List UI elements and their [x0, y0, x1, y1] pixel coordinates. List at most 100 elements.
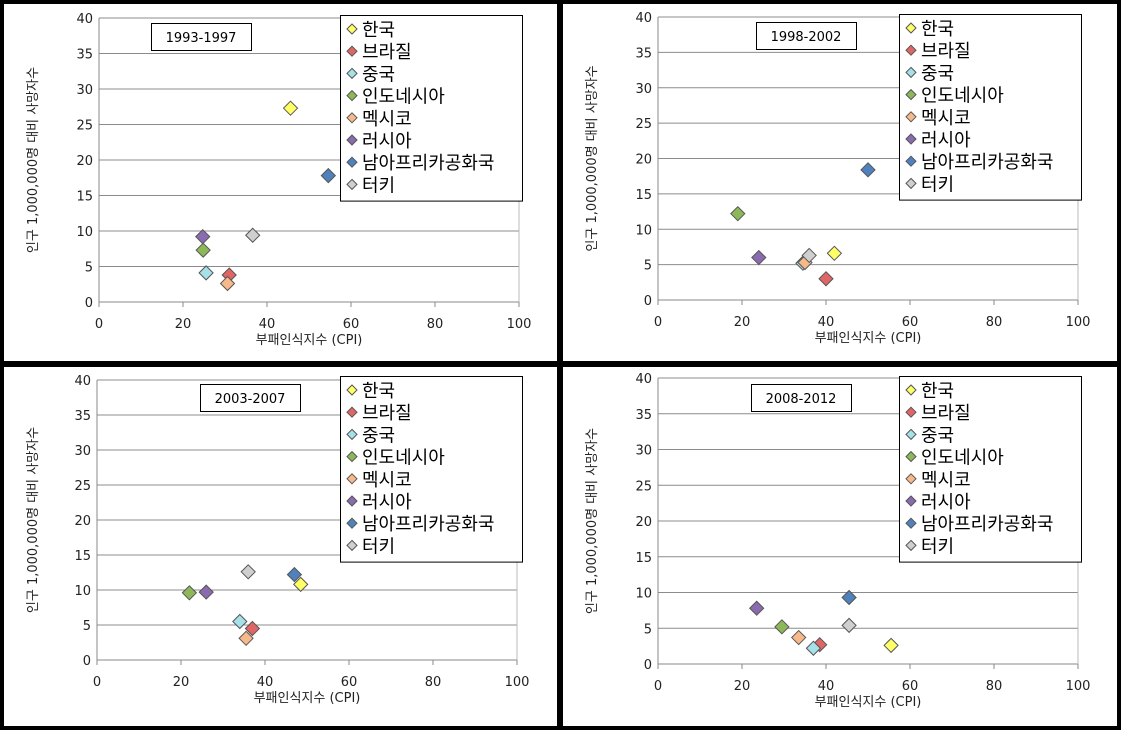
data-point: [198, 265, 214, 281]
legend-label: 한국: [362, 381, 395, 402]
legend-marker: [905, 384, 917, 396]
legend-label: 브라질: [362, 42, 412, 63]
x-tick-label: 60: [341, 675, 358, 690]
chart-panel-1993-1997: 0 5 10 15 20 25 30 35 40 0 20 40 60 80 100 부패인식지수 (CPI)…: [4, 4, 557, 361]
legend-marker: [905, 22, 917, 34]
legend-marker: [346, 473, 358, 485]
data-point: [198, 584, 214, 600]
x-tick-label: 60: [902, 679, 919, 694]
legend-label: 인도네시아: [362, 87, 445, 108]
data-point: [805, 640, 822, 656]
x-tick-label: 0: [95, 317, 103, 332]
legend-label: 러시아: [921, 492, 971, 513]
data-point: [841, 589, 857, 606]
y-tick-label: 0: [644, 658, 652, 673]
y-tick-label: 5: [644, 622, 652, 637]
y-tick-label: 5: [644, 259, 652, 274]
y-tick-label: 15: [76, 190, 93, 205]
data-point: [286, 566, 303, 583]
y-axis-label: 인구 1,000,000명 대비 사망자수: [26, 67, 41, 253]
y-tick-label: 40: [76, 12, 93, 27]
data-point: [195, 228, 211, 245]
data-point: [320, 167, 337, 184]
legend-marker: [905, 66, 917, 79]
data-point: [883, 637, 899, 654]
legend-label: 멕시코: [921, 108, 971, 129]
legend-marker: [905, 177, 917, 190]
legend-marker: [346, 495, 358, 507]
y-tick-label: 20: [76, 154, 93, 169]
legend-marker: [346, 112, 358, 124]
legend-marker: [905, 473, 917, 485]
legend-label: 중국: [921, 425, 954, 446]
data-point: [195, 242, 211, 258]
x-tick-label: 0: [654, 315, 662, 330]
chart-title: 2003-2007: [200, 384, 301, 412]
legend-label: 멕시코: [362, 470, 412, 491]
y-tick-label: 25: [635, 117, 652, 132]
y-tick-label: 20: [74, 514, 91, 529]
legend-label: 브라질: [921, 403, 971, 424]
y-tick-label: 30: [74, 444, 91, 459]
chart-panel-2003-2007: 0 5 10 15 20 25 30 35 40 0 20 40 60 80 100 부패인식지수 (CPI)…: [4, 367, 557, 726]
y-tick-label: 15: [635, 188, 652, 203]
legend-label: 남아프리카공화국: [362, 514, 494, 535]
data-point: [748, 600, 765, 616]
chart-panel-1998-2002: 0 5 10 15 20 25 30 35 40 0 20 40 60 80 100 부패인식지수 (CPI)…: [563, 4, 1117, 361]
legend-marker: [905, 495, 917, 507]
y-tick-label: 25: [76, 119, 93, 134]
scatter-chart: 0 5 10 15 20 25 30 35 40 0 20 40 60 80 100 부패인식지수 (CPI)…: [26, 12, 531, 348]
y-tick-label: 10: [635, 223, 652, 238]
data-point: [238, 630, 254, 647]
legend-label: 중국: [362, 425, 395, 446]
y-tick-label: 0: [83, 654, 91, 669]
x-tick-label: 40: [259, 317, 276, 332]
x-tick-label: 20: [173, 675, 190, 690]
legend-label: 한국: [921, 19, 954, 40]
legend-label: 남아프리카공화국: [921, 152, 1053, 173]
x-tick-label: 80: [986, 679, 1003, 694]
x-tick-label: 80: [427, 317, 444, 332]
data-point: [232, 613, 248, 630]
data-point: [244, 620, 261, 637]
legend-marker: [346, 156, 358, 168]
legend-marker: [905, 111, 917, 123]
y-tick-label: 30: [635, 444, 652, 459]
y-tick-label: 25: [635, 479, 652, 494]
legend-label: 러시아: [362, 492, 412, 513]
data-point: [826, 245, 843, 262]
x-axis-label: 부패인식지수 (CPI): [256, 333, 363, 348]
data-point: [860, 162, 876, 178]
chart-title-text: 2003-2007: [215, 392, 286, 407]
x-tick-label: 80: [425, 675, 442, 690]
legend-marker: [905, 133, 917, 145]
y-tick-label: 35: [635, 408, 652, 423]
x-tick-label: 100: [1066, 315, 1091, 330]
chart-title: 2008-2012: [751, 384, 852, 412]
x-tick-label: 20: [734, 315, 751, 330]
legend-marker: [905, 450, 917, 463]
legend-label: 멕시코: [921, 470, 971, 491]
legend-marker: [905, 539, 917, 552]
x-axis-label: 부패인식지수 (CPI): [254, 691, 361, 706]
y-tick-label: 15: [635, 551, 652, 566]
scatter-chart: 0 5 10 15 20 25 30 35 40 0 20 40 60 80 100 부패인식지수 (CPI)…: [585, 11, 1091, 346]
x-tick-label: 40: [818, 315, 835, 330]
y-tick-label: 35: [74, 409, 91, 424]
y-tick-label: 25: [74, 479, 91, 494]
legend-label: 중국: [921, 63, 954, 84]
data-point: [774, 619, 790, 635]
y-tick-label: 35: [635, 46, 652, 61]
legend-label: 인도네시아: [362, 448, 445, 469]
data-point: [841, 617, 857, 634]
x-tick-label: 0: [654, 679, 662, 694]
legend-label: 러시아: [362, 131, 412, 152]
legend-label: 터키: [362, 536, 395, 557]
legend-marker: [905, 155, 917, 167]
y-tick-label: 20: [635, 153, 652, 168]
scatter-chart: 0 5 10 15 20 25 30 35 40 0 20 40 60 80 100 부패인식지수 (CPI)…: [585, 372, 1090, 710]
y-tick-label: 30: [635, 82, 652, 97]
legend-label: 한국: [921, 381, 954, 402]
